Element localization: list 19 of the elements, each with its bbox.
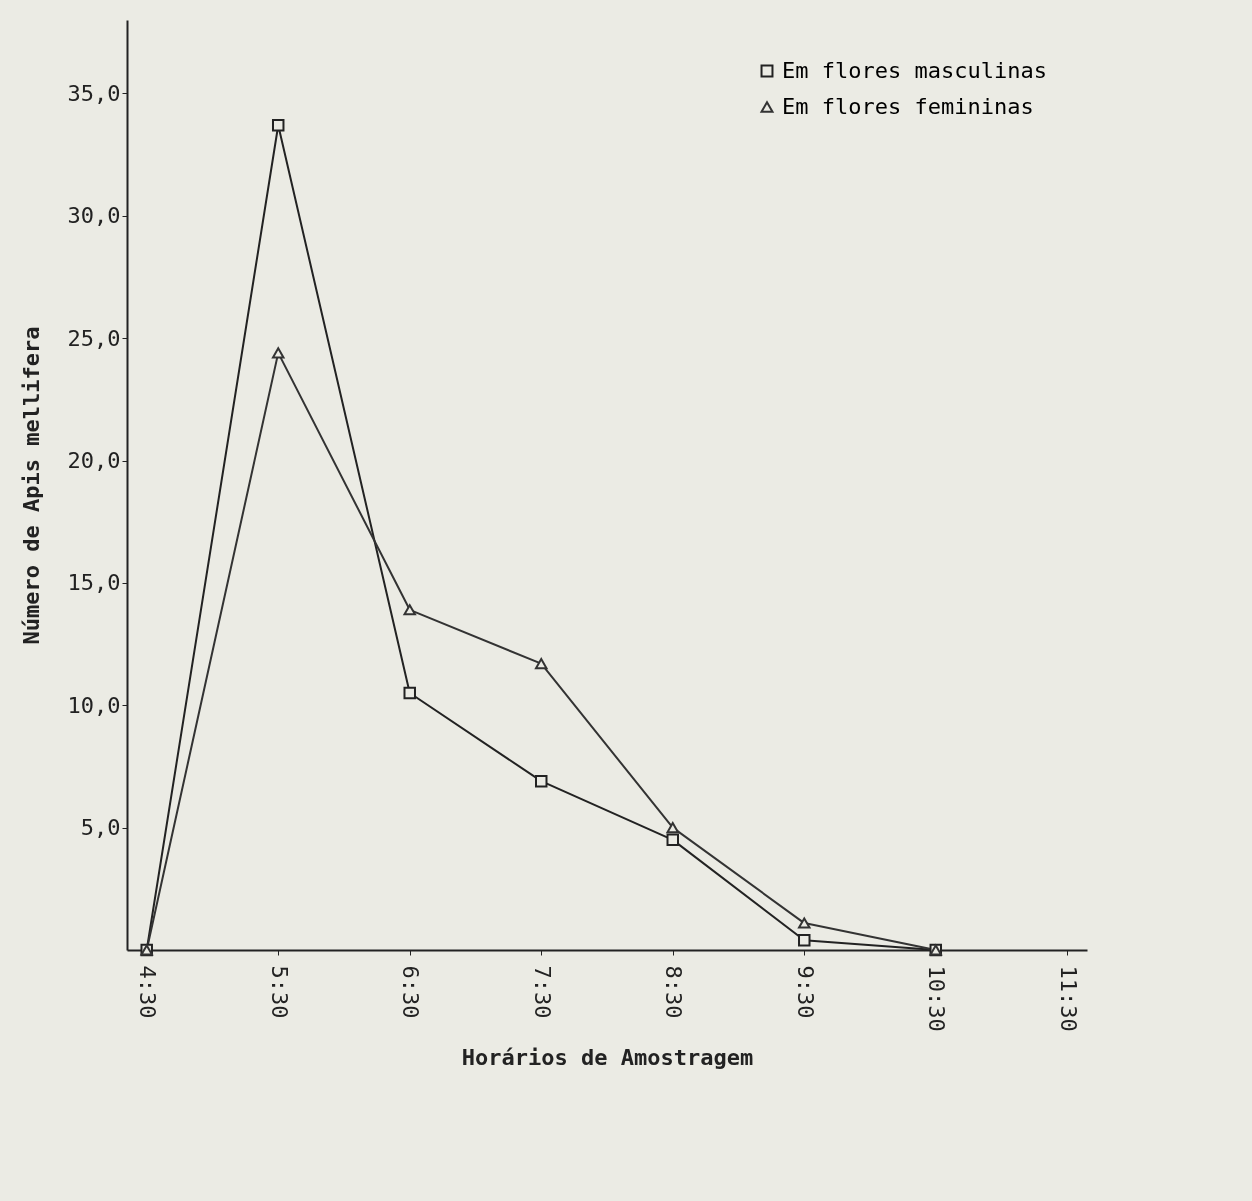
x-tick-label: 8:30 bbox=[661, 965, 687, 1019]
y-axis-title: Número de Apis mellifera bbox=[18, 326, 44, 645]
legend-label: Em flores femininas bbox=[782, 94, 1034, 119]
x-tick-label: 9:30 bbox=[792, 965, 818, 1019]
x-tick-label: 7:30 bbox=[529, 965, 555, 1019]
y-tick-label: 10,0 bbox=[67, 692, 121, 718]
x-tick-label: 6:30 bbox=[398, 965, 424, 1019]
x-tick-label: 4:30 bbox=[135, 965, 161, 1019]
x-tick-label: 10:30 bbox=[924, 965, 950, 1032]
y-tick-label: 15,0 bbox=[67, 570, 121, 596]
x-tick-label: 5:30 bbox=[266, 965, 292, 1019]
y-tick-label: 25,0 bbox=[67, 325, 121, 351]
x-axis-title: Horários de Amostragem bbox=[461, 1044, 754, 1070]
x-tick-label: 11:30 bbox=[1055, 965, 1081, 1032]
legend-label: Em flores masculinas bbox=[782, 58, 1047, 83]
y-tick-label: 30,0 bbox=[67, 203, 121, 229]
y-tick-label: 20,0 bbox=[67, 448, 121, 474]
y-tick-label: 35,0 bbox=[67, 80, 121, 106]
y-tick-label: 5,0 bbox=[80, 815, 121, 841]
